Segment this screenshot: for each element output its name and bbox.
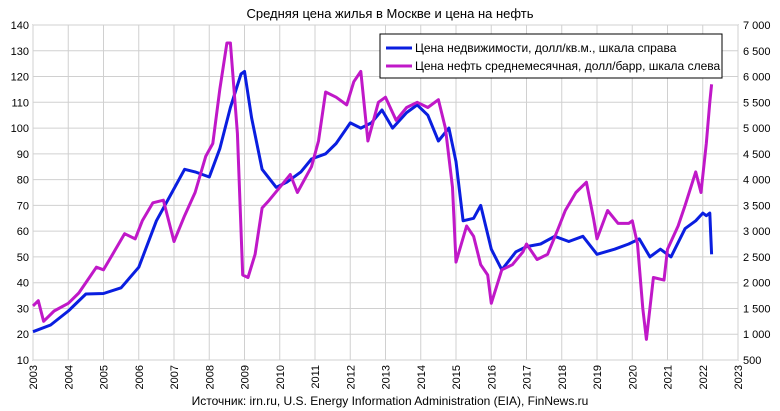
left-tick-label: 10 bbox=[17, 355, 29, 367]
right-tick-label: 5 000 bbox=[743, 123, 771, 135]
left-tick-label: 100 bbox=[11, 123, 29, 135]
legend-label-housing: Цена недвижимости, долл/кв.м., шкала спр… bbox=[415, 41, 677, 55]
x-tick-label: 2011 bbox=[310, 365, 322, 389]
right-tick-label: 6 500 bbox=[743, 46, 771, 58]
x-tick-label: 2006 bbox=[134, 365, 146, 389]
left-tick-label: 80 bbox=[17, 175, 29, 187]
x-tick-label: 2021 bbox=[663, 365, 675, 389]
grid bbox=[32, 24, 739, 361]
x-tick-label: 2014 bbox=[416, 365, 428, 389]
x-tick-label: 2004 bbox=[63, 365, 75, 389]
right-tick-label: 3 500 bbox=[743, 200, 771, 212]
legend: Цена недвижимости, долл/кв.м., шкала спр… bbox=[379, 33, 723, 79]
right-axis-ticks: 500 1 000 1 500 2 000 2 500 3 000 3 500 4 000 4 … bbox=[743, 20, 771, 367]
right-tick-label: 1 500 bbox=[743, 303, 771, 315]
right-tick-label: 6 000 bbox=[743, 72, 771, 84]
chart-title: Средняя цена жилья в Москве и цена на не… bbox=[246, 6, 533, 21]
x-tick-label: 2009 bbox=[240, 365, 252, 389]
left-tick-label: 50 bbox=[17, 252, 29, 264]
x-tick-label: 2013 bbox=[381, 365, 393, 389]
x-tick-label: 2015 bbox=[451, 365, 463, 389]
series-line-oil bbox=[31, 41, 714, 341]
left-tick-label: 140 bbox=[11, 20, 29, 32]
x-tick-label: 2005 bbox=[99, 365, 111, 389]
x-tick-label: 2012 bbox=[345, 365, 357, 389]
x-tick-label: 2008 bbox=[204, 365, 216, 389]
right-tick-label: 3 000 bbox=[743, 226, 771, 238]
x-tick-label: 2016 bbox=[486, 365, 498, 389]
x-tick-label: 2018 bbox=[557, 365, 569, 389]
left-tick-label: 40 bbox=[17, 278, 29, 290]
left-tick-label: 70 bbox=[17, 200, 29, 212]
left-tick-label: 60 bbox=[17, 226, 29, 238]
right-tick-label: 2 000 bbox=[743, 278, 771, 290]
series-line-housing bbox=[32, 69, 714, 334]
legend-label-oil: Цена нефть среднемесячная, долл/барр, шк… bbox=[415, 59, 720, 73]
left-tick-label: 30 bbox=[17, 303, 29, 315]
source-note: Источник: irn.ru, U.S. Energy Informatio… bbox=[192, 394, 589, 408]
x-tick-label: 2023 bbox=[733, 365, 745, 389]
x-tick-label: 2017 bbox=[522, 365, 534, 389]
right-tick-label: 2 500 bbox=[743, 252, 771, 264]
x-tick-label: 2003 bbox=[28, 365, 40, 389]
right-tick-label: 7 000 bbox=[743, 20, 771, 32]
right-tick-label: 4 500 bbox=[743, 149, 771, 161]
right-tick-label: 1 000 bbox=[743, 329, 771, 341]
left-tick-label: 110 bbox=[11, 97, 29, 109]
right-tick-label: 5 500 bbox=[743, 97, 771, 109]
left-tick-label: 90 bbox=[17, 149, 29, 161]
x-tick-label: 2010 bbox=[275, 365, 287, 389]
right-tick-label: 500 bbox=[743, 355, 761, 367]
x-tick-label: 2022 bbox=[698, 365, 710, 389]
left-axis-ticks: 10 20 30 40 50 60 70 80 90 100 110 120 130 140 bbox=[11, 20, 29, 367]
x-axis-ticks: 2003 2004 2005 2006 2007 2008 2009 2010 2011 2012… bbox=[28, 365, 745, 389]
left-tick-label: 120 bbox=[11, 72, 29, 84]
left-tick-label: 20 bbox=[17, 329, 29, 341]
right-tick-label: 4 000 bbox=[743, 175, 771, 187]
x-tick-label: 2019 bbox=[592, 365, 604, 389]
x-tick-label: 2007 bbox=[169, 365, 181, 389]
series-lines bbox=[31, 41, 714, 341]
x-tick-label: 2020 bbox=[627, 365, 639, 389]
left-tick-label: 130 bbox=[11, 46, 29, 58]
